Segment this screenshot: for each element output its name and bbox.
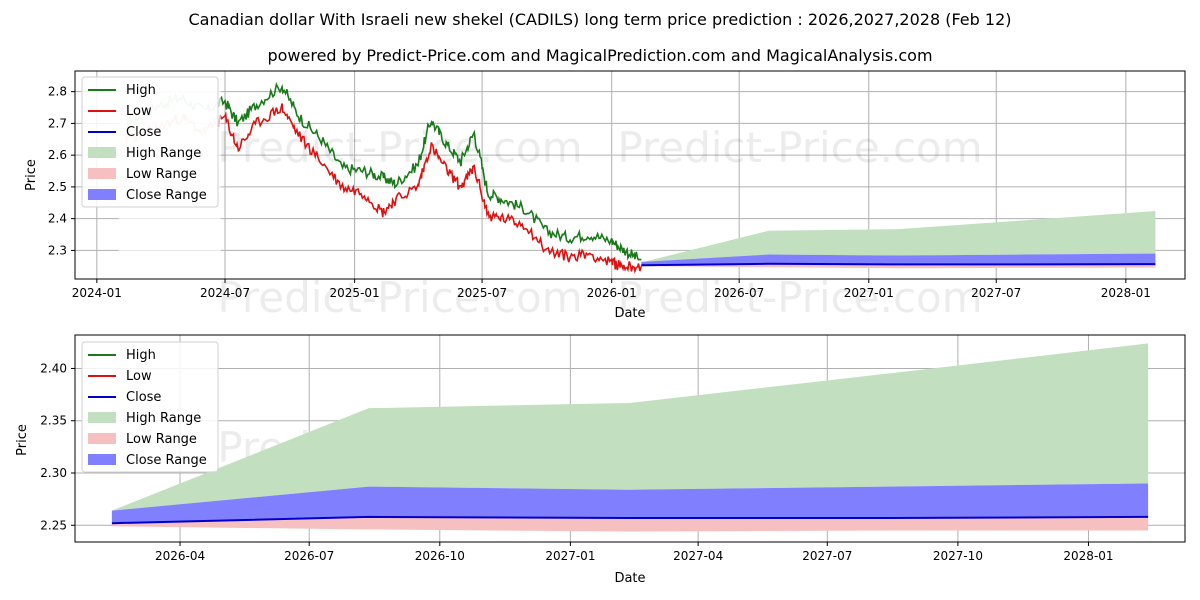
watermark-2: Predict-Price.com [617, 123, 982, 172]
p2-legend-label-4: Low Range [126, 432, 197, 447]
p2-xtick-label-1: 2026-07 [284, 549, 334, 563]
watermark-3: Predict-Price.com [217, 273, 582, 322]
panel-history-ticks: 2024-01 2024-07 2025-01 2025-07 2026-01 2026-… [48, 85, 1151, 300]
p2-legend-label-0: High [126, 348, 156, 363]
p1-xtick-label-2: 2025-01 [330, 286, 380, 300]
panel-history: Predict-Price.com Predict-Price.com Pred… [24, 70, 1186, 322]
p1-ytick-label-4: 2.7 [48, 116, 67, 130]
p1-close-line [641, 262, 1156, 267]
p1-ytick-label-1: 2.4 [48, 212, 67, 226]
panel-forecast: Predict-Price.com Predict-Price.com 2026… [15, 334, 1186, 586]
watermark-4: Predict-Price.com [617, 273, 982, 322]
p2-close-range-band [111, 483, 1149, 524]
p1-legend-label-0: High [126, 83, 156, 98]
chart-title-line1: Canadian dollar With Israeli new shekel … [189, 10, 1012, 29]
p1-legend-label-1: Low [126, 104, 152, 119]
panel-forecast-plot [111, 343, 1149, 532]
p1-xtick-label-4: 2026-01 [587, 286, 637, 300]
p2-legend-swatch-4 [88, 433, 116, 444]
p1-xtick-label-5: 2026-07 [714, 286, 764, 300]
p2-xtick-label-3: 2027-01 [545, 549, 595, 563]
panel-history-legend: High Low Close High Range Low Range Close Ran… [81, 76, 219, 208]
p2-xtick-label-7: 2028-01 [1063, 549, 1113, 563]
panel-history-border [74, 70, 1186, 280]
p1-xtick-label-8: 2028-01 [1101, 286, 1151, 300]
p2-legend-label-3: High Range [126, 411, 201, 426]
p1-xtick-label-6: 2027-01 [844, 286, 894, 300]
p2-xtick-label-4: 2027-04 [673, 549, 723, 563]
p2-ytick-label-3: 2.40 [40, 361, 67, 375]
panel-history-ylabel: Price [24, 159, 39, 191]
p1-ytick-label-0: 2.3 [48, 243, 67, 257]
panel-forecast-border [74, 334, 1186, 543]
p1-ytick-label-2: 2.5 [48, 180, 67, 194]
p2-ytick-label-0: 2.25 [40, 518, 67, 532]
p2-legend-swatch-3 [88, 412, 116, 423]
p1-legend-label-4: Low Range [126, 167, 197, 182]
p2-xtick-label-5: 2027-07 [802, 549, 852, 563]
p1-ytick-label-5: 2.8 [48, 85, 67, 99]
p1-legend-swatch-4 [88, 168, 116, 179]
p2-legend-swatch-5 [88, 454, 116, 465]
p2-legend-label-5: Close Range [126, 453, 207, 468]
p2-xtick-label-2: 2026-10 [415, 549, 465, 563]
chart-title-line2: powered by Predict-Price.com and Magical… [267, 46, 932, 65]
p2-ytick-label-2: 2.35 [40, 414, 67, 428]
p2-ytick-label-1: 2.30 [40, 466, 67, 480]
watermark-1: Predict-Price.com [217, 123, 582, 172]
panel-forecast-ylabel: Price [15, 424, 30, 456]
p1-high-range-band [641, 211, 1156, 263]
p1-xtick-label-1: 2024-07 [200, 286, 250, 300]
p1-legend-label-2: Close [126, 125, 161, 140]
panel-forecast-xlabel: Date [614, 571, 645, 586]
p2-legend-label-2: Close [126, 390, 161, 405]
p1-ytick-label-3: 2.6 [48, 148, 67, 162]
p1-legend-swatch-3 [88, 147, 116, 158]
p2-xtick-label-6: 2027-10 [933, 549, 983, 563]
panel-forecast-legend: High Low Close High Range Low Range Close Ran… [81, 341, 219, 473]
p1-xtick-label-0: 2024-01 [72, 286, 122, 300]
p1-xtick-label-7: 2027-07 [971, 286, 1021, 300]
panel-history-xlabel: Date [614, 306, 645, 321]
p1-legend-swatch-5 [88, 189, 116, 200]
p2-xtick-label-0: 2026-04 [155, 549, 205, 563]
p1-legend-label-3: High Range [126, 146, 201, 161]
p2-close-line [111, 515, 1149, 525]
p1-legend-label-5: Close Range [126, 188, 207, 203]
p1-xtick-label-3: 2025-07 [457, 286, 507, 300]
p2-legend-label-1: Low [126, 369, 152, 384]
p2-low-range-band [111, 510, 1149, 532]
p2-high-range-band [111, 343, 1149, 511]
panel-forecast-ticks: 2026-04 2026-07 2026-10 2027-01 2027-04 2027-… [40, 361, 1113, 563]
